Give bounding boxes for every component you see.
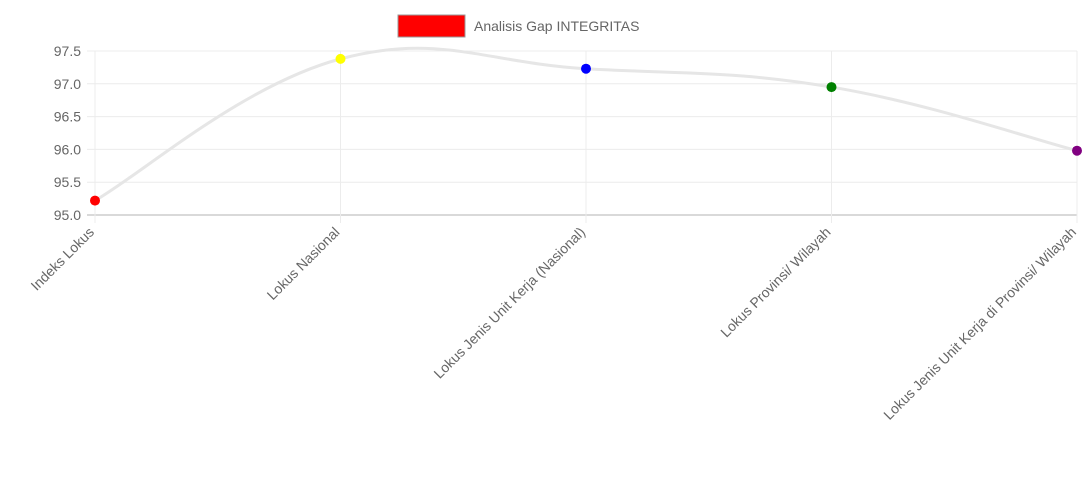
x-tick-label: Lokus Jenis Unit Kerja di Provinsi/ Wila… <box>880 224 1079 423</box>
data-point[interactable] <box>335 53 346 64</box>
y-tick-label: 97.5 <box>54 43 81 59</box>
x-tick-label: Lokus Nasional <box>264 224 343 303</box>
y-tick-label: 95.0 <box>54 207 81 223</box>
y-axis-ticks: 95.0 95.5 96.0 96.5 97.0 97.5 <box>54 43 81 223</box>
legend[interactable]: Analisis Gap INTEGRITAS <box>397 14 639 38</box>
x-axis-ticks: Indeks Lokus Lokus Nasional Lokus Jenis Un… <box>27 224 1079 423</box>
x-tick-label: Lokus Provinsi/ Wilayah <box>717 224 833 340</box>
grid-lines <box>87 50 1078 223</box>
y-tick-label: 96.0 <box>54 141 81 157</box>
legend-swatch <box>397 14 466 38</box>
series-line <box>94 46 1078 202</box>
data-point[interactable] <box>90 195 100 206</box>
x-tick-label: Indeks Lokus <box>27 224 97 294</box>
x-tick-label: Lokus Jenis Unit Kerja (Nasional) <box>430 224 588 382</box>
y-tick-label: 97.0 <box>54 76 81 92</box>
data-point[interactable] <box>581 63 591 74</box>
data-point[interactable] <box>826 82 837 93</box>
y-tick-label: 95.5 <box>54 174 81 190</box>
data-points[interactable] <box>90 53 1082 206</box>
y-tick-label: 96.5 <box>54 109 81 125</box>
legend-label: Analisis Gap INTEGRITAS <box>474 18 639 34</box>
data-point[interactable] <box>1072 145 1082 156</box>
